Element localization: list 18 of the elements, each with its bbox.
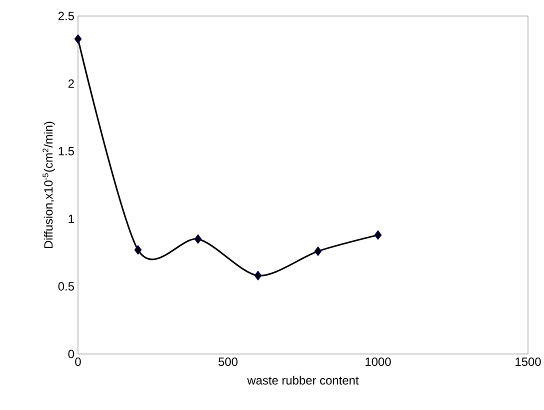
y-tick-label: 0	[68, 350, 74, 358]
y-tick-label: 1	[68, 214, 74, 223]
y-tick-label: 2.5	[58, 12, 74, 20]
x-tick-label: 1500	[516, 358, 541, 366]
y-tick-label: 2	[68, 79, 74, 88]
x-axis-title: waste rubber content	[247, 376, 359, 385]
y-tick-label: 0.5	[58, 282, 74, 291]
x-tick-label: 0	[75, 358, 81, 366]
x-tick-label: 1000	[366, 358, 391, 366]
point	[314, 246, 322, 256]
point	[194, 234, 202, 244]
x-tick-label: 500	[218, 358, 238, 366]
y-tick-label: 1.5	[58, 147, 74, 156]
point	[254, 270, 262, 280]
y-axis-title: Diffusion,x10$^{-5}$(cm$^{2}$/min)	[42, 122, 56, 248]
point	[374, 230, 382, 240]
point	[134, 245, 142, 255]
point	[74, 34, 82, 44]
